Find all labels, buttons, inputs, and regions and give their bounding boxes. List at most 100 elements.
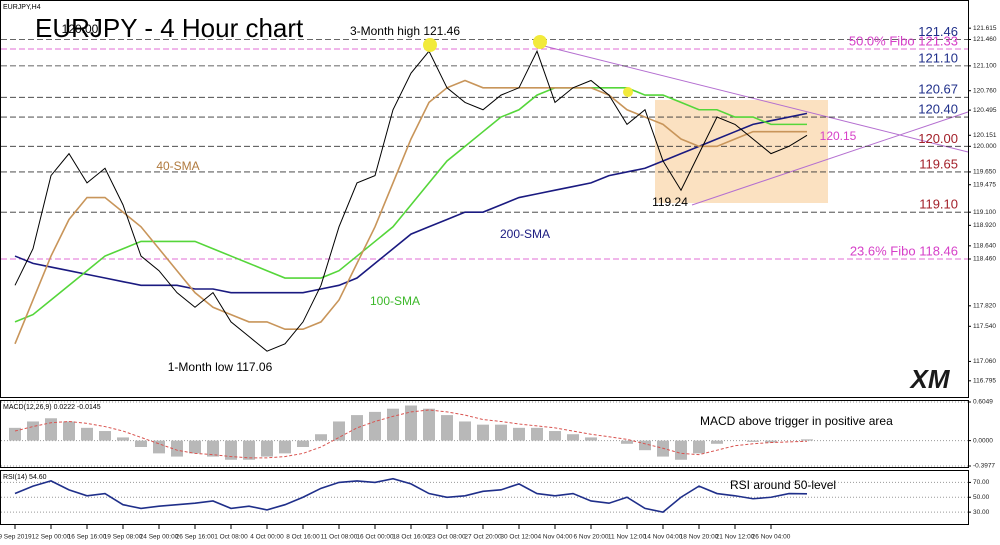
x-tick-label: 30 Oct 12:00: [500, 534, 538, 541]
annotation: 119.24: [652, 195, 688, 209]
x-tick-label: 16 Oct 00:00: [356, 534, 394, 541]
panel-border: [0, 0, 969, 398]
x-tick-label: 14 Nov 04:00: [644, 534, 683, 541]
annotation: 200-SMA: [500, 227, 550, 241]
series-line: [14, 477, 808, 513]
bar: [423, 408, 435, 441]
bar: [45, 418, 57, 441]
x-tick-label: 19 Sep 08:00: [104, 534, 143, 541]
annotation: 100-SMA: [370, 294, 420, 308]
marker: [623, 87, 633, 97]
plot-area: [1, 39, 968, 513]
bar: [675, 440, 687, 460]
x-tick-label: 9 Sep 2019: [0, 534, 32, 541]
bar: [135, 440, 147, 447]
x-tick-label: 8 Oct 16:00: [286, 534, 320, 541]
bar: [549, 431, 561, 441]
y-tick-label: 117.820: [973, 303, 996, 310]
bar: [639, 440, 651, 451]
bar: [441, 415, 453, 441]
bar: [225, 440, 237, 460]
bar: [297, 440, 309, 447]
bar: [747, 440, 759, 442]
x-tick-label: 11 Oct 08:00: [321, 534, 358, 541]
annotation: MACD above trigger in positive area: [700, 414, 893, 428]
marker: [423, 38, 437, 52]
y-tick-label: 120.000: [973, 143, 997, 150]
bar: [99, 431, 111, 441]
level-label: 119.10: [919, 197, 958, 212]
y-tick-label: 119.650: [973, 169, 996, 176]
bar: [621, 440, 633, 444]
y-tick-label: 30.00: [973, 509, 990, 516]
x-tick-label: 23 Oct 08:00: [428, 534, 466, 541]
annotation: 120.15: [820, 129, 857, 143]
bar: [459, 421, 471, 441]
level-label: 50.0% Fibo 121.33: [849, 33, 958, 48]
bar: [261, 440, 273, 457]
bar: [765, 440, 777, 443]
level-label: 120.40: [918, 101, 958, 116]
x-tick-label: 6 Nov 20:00: [573, 534, 608, 541]
bar: [495, 424, 507, 441]
x-tick-label: 27 Oct 20:00: [464, 534, 502, 541]
x-tick-label: 12 Sep 00:00: [32, 534, 71, 541]
x-tick-label: 18 Nov 20:00: [680, 534, 719, 541]
x-tick-label: 24 Sep 00:00: [140, 534, 179, 541]
trendline: [691, 111, 969, 206]
bar: [585, 437, 597, 441]
y-tick-label: 0.0000: [973, 437, 993, 444]
annotation: 1-Month low 117.06: [168, 360, 273, 374]
bar: [531, 427, 543, 441]
y-tick-label: 118.460: [973, 256, 996, 263]
x-tick-label: 21 Nov 12:00: [716, 534, 755, 541]
bar: [243, 440, 255, 460]
panel-border: [0, 400, 969, 468]
y-tick-label: -0.3977: [973, 463, 995, 470]
level-label: 119.65: [919, 156, 958, 171]
logo: XM: [909, 364, 951, 394]
x-tick-label: 11 Nov 12:00: [608, 534, 647, 541]
x-tick-label: 1 Oct 08:00: [214, 534, 248, 541]
bar: [405, 405, 417, 441]
y-tick-label: 116.795: [973, 378, 996, 385]
y-tick-label: 118.640: [973, 243, 996, 250]
bar: [801, 439, 813, 441]
y-tick-label: 118.920: [973, 222, 996, 229]
y-tick-label: 50.00: [973, 494, 990, 501]
bar: [153, 440, 165, 454]
bar: [333, 421, 345, 441]
y-tick-label: 121.100: [973, 63, 997, 70]
bar: [171, 440, 183, 457]
panel-title: MACD(12,26,9) 0.0222 -0.0145: [3, 404, 101, 411]
marker: [533, 35, 547, 49]
level-label: 121.46: [918, 24, 958, 39]
x-tick-label: 18 Oct 16:00: [392, 534, 430, 541]
y-tick-label: 119.100: [973, 209, 996, 216]
bar: [117, 437, 129, 441]
y-tick-label: 117.060: [973, 358, 996, 365]
x-tick-label: 16 Sep 16:00: [68, 534, 107, 541]
y-tick-label: 70.00: [973, 479, 990, 486]
y-tick-label: 119.475: [973, 181, 996, 188]
bar: [711, 440, 723, 444]
bar: [207, 440, 219, 457]
level-label: 120.67: [918, 82, 958, 97]
y-tick-label: 120.151: [973, 132, 997, 139]
consolidation-box: [655, 100, 828, 203]
y-tick-label: 117.540: [973, 323, 996, 330]
x-tick-label: 4 Oct 00:00: [250, 534, 284, 541]
bar: [63, 421, 75, 441]
bar: [477, 424, 489, 441]
level-label: 23.6% Fibo 118.46: [850, 243, 958, 258]
bar: [387, 408, 399, 441]
y-tick-label: 120.495: [973, 107, 997, 114]
symbol: EURJPY,H4: [3, 4, 41, 11]
annotation: 40-SMA: [156, 159, 199, 173]
y-tick-label: 120.760: [973, 87, 997, 94]
bar: [315, 434, 327, 441]
bar: [351, 415, 363, 441]
series-line: [14, 112, 808, 294]
annotation: RSI around 50-level: [730, 478, 836, 492]
